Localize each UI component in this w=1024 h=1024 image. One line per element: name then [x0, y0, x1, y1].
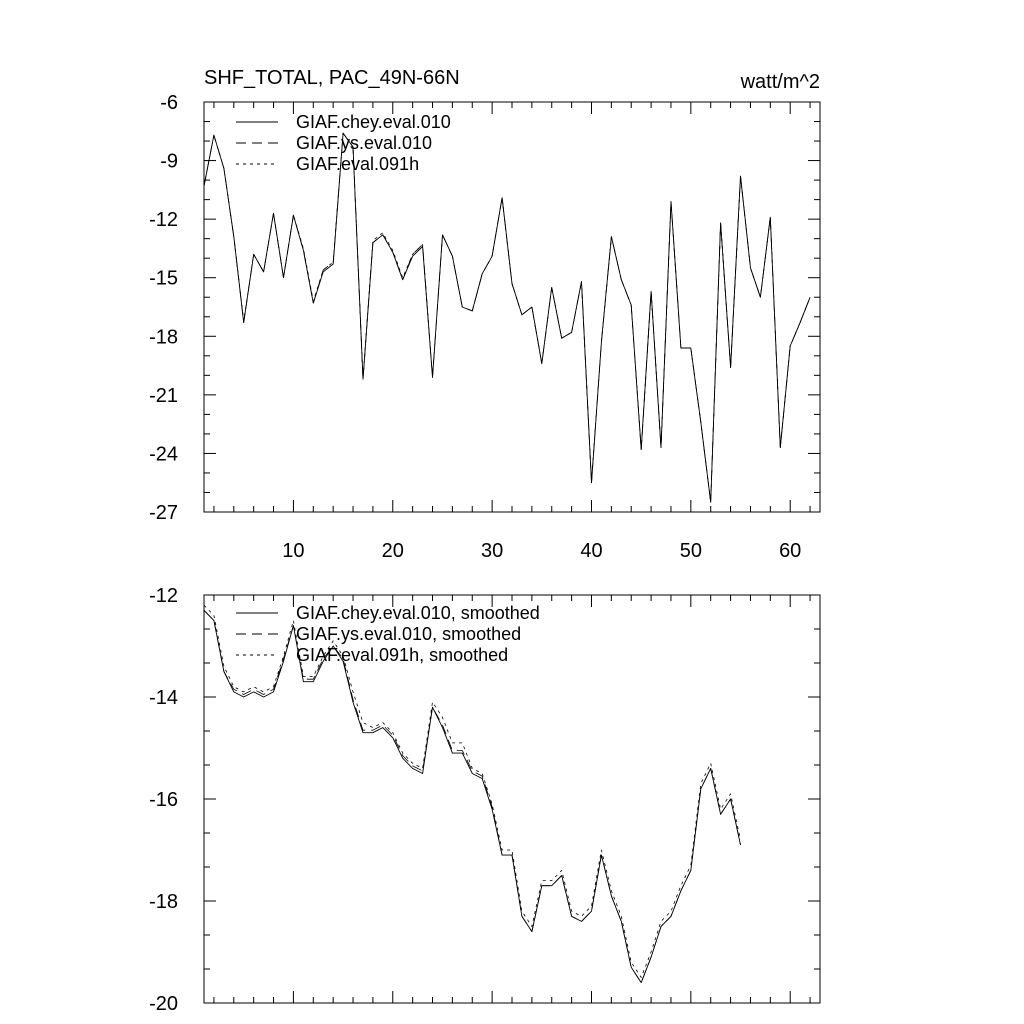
y-tick-label: -20 — [149, 993, 178, 1015]
y-tick-label: -12 — [149, 585, 178, 607]
y-tick-label: -27 — [149, 502, 178, 524]
x-tick-label: 60 — [779, 540, 801, 562]
y-tick-label: -12 — [149, 209, 178, 231]
legend-label-2: GIAF.ys.eval.010, smoothed — [296, 624, 521, 644]
y-tick-label: -14 — [149, 687, 178, 709]
series-line-1 — [203, 132, 811, 503]
x-tick-label: 40 — [580, 540, 602, 562]
series-line-2 — [203, 610, 741, 983]
series-line-2 — [203, 132, 811, 503]
y-tick-label: -18 — [149, 326, 178, 348]
legend-label-3: GIAF.eval.091h — [296, 154, 419, 174]
y-tick-label: -21 — [149, 385, 178, 407]
x-tick-label: 50 — [680, 540, 702, 562]
x-tick-label: 10 — [282, 540, 304, 562]
units-label: watt/m^2 — [740, 71, 820, 93]
legend-label-1: GIAF.chey.eval.010 — [296, 112, 451, 132]
y-tick-label: -24 — [149, 443, 178, 465]
legend-label-1: GIAF.chey.eval.010, smoothed — [296, 603, 540, 623]
legend-label-3: GIAF.eval.091h, smoothed — [296, 645, 508, 665]
y-tick-label: -16 — [149, 789, 178, 811]
top-panel: -6 -9 -12 -15 -18 -21 -24 -27 10 20 30 40 50 60 GIAF.c… — [149, 92, 821, 562]
series-line-3 — [203, 132, 811, 503]
y-tick-label: -18 — [149, 891, 178, 913]
chart-title: SHF_TOTAL, PAC_49N-66N — [204, 67, 460, 89]
y-tick-label: -6 — [160, 92, 178, 114]
x-tick-label: 20 — [382, 540, 404, 562]
y-tick-label: -9 — [160, 151, 178, 173]
series-line-3 — [203, 604, 741, 978]
series-line-1 — [203, 609, 741, 984]
bottom-panel: -12 -14 -16 -18 -20 GIAF.chey.eval.010, smoot… — [149, 585, 821, 1015]
y-tick-label: -15 — [149, 268, 178, 290]
legend-label-2: GIAF.ys.eval.010 — [296, 133, 432, 153]
x-tick-label: 30 — [481, 540, 503, 562]
